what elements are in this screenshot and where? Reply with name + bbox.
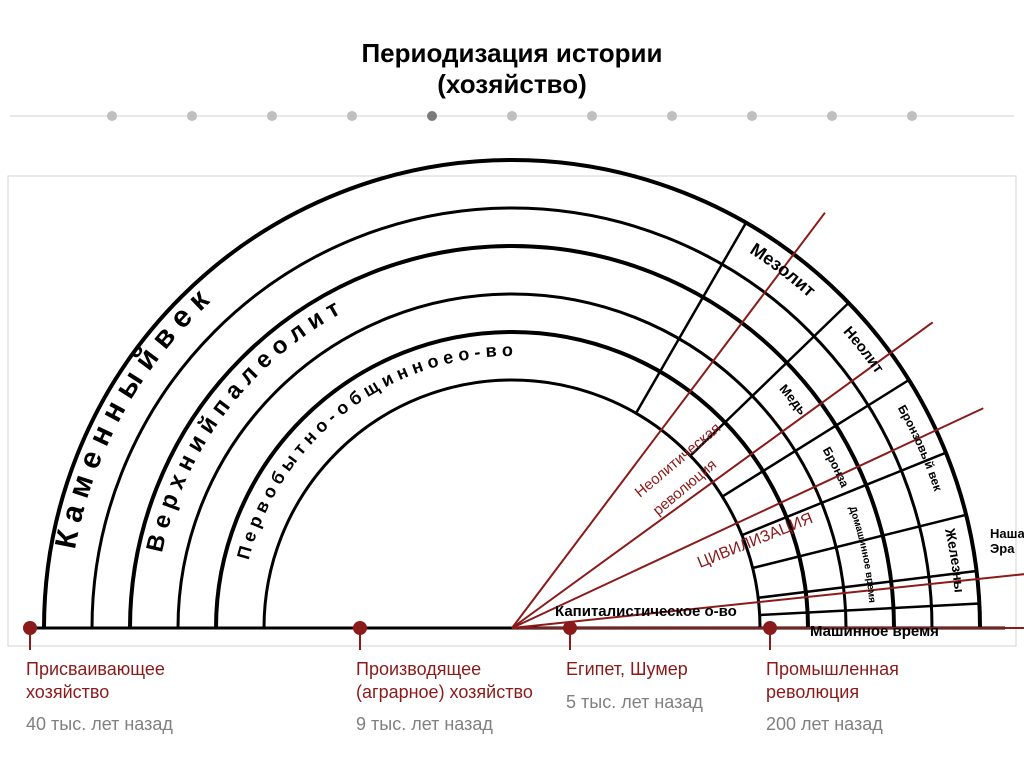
svg-text:ЦИВИЛИЗАЦИЯ: ЦИВИЛИЗАЦИЯ <box>695 510 815 572</box>
marker-subtitle: 9 тыс. лет назад <box>356 713 556 736</box>
svg-text:Наша: Наша <box>990 526 1024 541</box>
marker-title: Промышленная революция <box>766 658 966 703</box>
svg-text:Капиталистическое о-во: Капиталистическое о-во <box>555 603 737 620</box>
marker-subtitle: 5 тыс. лет назад <box>566 691 766 714</box>
timeline-marker-label: Присваивающее хозяйство 40 тыс. лет назад <box>26 658 226 736</box>
svg-text:Бронзовый век: Бронзовый век <box>895 403 945 494</box>
svg-text:Медь: Медь <box>776 381 809 417</box>
timeline-marker-label: Промышленная революция 200 лет назад <box>766 658 966 736</box>
marker-subtitle: 40 тыс. лет назад <box>26 713 226 736</box>
timeline-marker-label: Египет, Шумер 5 тыс. лет назад <box>566 658 766 713</box>
marker-subtitle: 200 лет назад <box>766 713 966 736</box>
marker-title: Египет, Шумер <box>566 658 766 681</box>
svg-text:Неолит: Неолит <box>840 323 887 376</box>
svg-text:Домашинное время: Домашинное время <box>846 505 877 604</box>
marker-title: Производящее (аграрное) хозяйство <box>356 658 556 703</box>
timeline-marker-label: Производящее (аграрное) хозяйство 9 тыс. … <box>356 658 556 736</box>
svg-text:Эра: Эра <box>990 541 1015 556</box>
svg-text:Машинное время: Машинное время <box>810 623 939 640</box>
marker-title: Присваивающее хозяйство <box>26 658 226 703</box>
svg-text:Железный век: Железный век <box>0 38 968 593</box>
